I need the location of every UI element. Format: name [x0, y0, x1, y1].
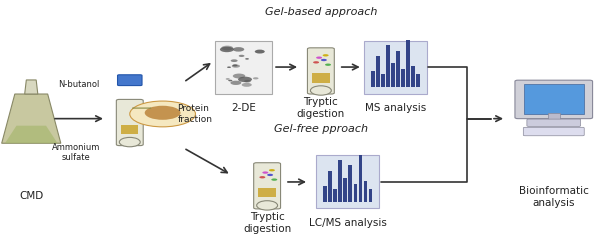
Bar [391, 64, 395, 87]
Bar [396, 50, 400, 87]
Circle shape [238, 77, 252, 82]
Text: LC/MS analysis: LC/MS analysis [309, 218, 386, 228]
Circle shape [130, 101, 196, 127]
FancyBboxPatch shape [307, 48, 334, 94]
Bar [349, 165, 352, 202]
Polygon shape [25, 80, 38, 94]
Text: Gel-free pproach: Gel-free pproach [274, 124, 368, 134]
Circle shape [232, 64, 240, 68]
Text: CMD: CMD [19, 191, 43, 201]
Circle shape [232, 64, 238, 66]
Bar [359, 155, 362, 202]
Circle shape [228, 80, 232, 81]
Circle shape [244, 80, 251, 83]
Text: 2-DE: 2-DE [231, 103, 256, 113]
Polygon shape [5, 126, 58, 143]
Bar [338, 160, 342, 202]
Ellipse shape [257, 201, 278, 210]
Circle shape [259, 176, 265, 178]
Circle shape [230, 81, 241, 85]
FancyBboxPatch shape [515, 80, 593, 119]
Polygon shape [2, 94, 61, 143]
Circle shape [262, 171, 268, 174]
Circle shape [233, 74, 245, 79]
Bar [406, 40, 410, 87]
Circle shape [227, 66, 231, 68]
FancyBboxPatch shape [121, 125, 139, 134]
FancyBboxPatch shape [527, 119, 581, 126]
FancyBboxPatch shape [215, 40, 272, 94]
Circle shape [239, 55, 244, 57]
Circle shape [323, 54, 329, 56]
Bar [368, 189, 372, 202]
Bar [416, 74, 420, 87]
Circle shape [316, 56, 322, 59]
Circle shape [242, 83, 252, 87]
Ellipse shape [119, 137, 140, 147]
Text: Gel-based approach: Gel-based approach [265, 7, 377, 17]
Circle shape [267, 174, 273, 176]
FancyBboxPatch shape [312, 73, 329, 83]
Bar [343, 178, 347, 202]
Bar [401, 69, 405, 87]
Text: N-butanol: N-butanol [58, 80, 100, 89]
Circle shape [233, 47, 244, 52]
Bar [412, 66, 415, 87]
Text: Tryptic
digestion: Tryptic digestion [243, 212, 291, 234]
FancyBboxPatch shape [259, 188, 276, 198]
Bar [353, 183, 357, 202]
Circle shape [313, 61, 319, 64]
Circle shape [271, 178, 277, 181]
Bar [323, 186, 327, 202]
Bar [376, 56, 380, 87]
Circle shape [255, 50, 265, 54]
Circle shape [253, 77, 259, 79]
Circle shape [230, 59, 238, 62]
FancyBboxPatch shape [524, 84, 584, 114]
Circle shape [226, 78, 230, 80]
Circle shape [145, 106, 181, 120]
FancyBboxPatch shape [254, 163, 281, 209]
Circle shape [221, 46, 233, 50]
Bar [381, 74, 385, 87]
Circle shape [269, 169, 275, 171]
Bar [548, 113, 560, 122]
Circle shape [245, 58, 249, 60]
Bar [371, 71, 374, 87]
FancyBboxPatch shape [116, 99, 143, 146]
Bar [334, 189, 337, 202]
Text: Protein
fraction: Protein fraction [178, 104, 212, 124]
FancyBboxPatch shape [364, 40, 427, 94]
Circle shape [220, 47, 234, 52]
Bar [364, 181, 367, 202]
Bar [328, 171, 332, 202]
Text: Ammonium
sulfate: Ammonium sulfate [52, 143, 100, 162]
Text: Tryptic
digestion: Tryptic digestion [297, 97, 345, 119]
Circle shape [321, 59, 327, 61]
Text: MS analysis: MS analysis [365, 103, 426, 113]
Circle shape [325, 64, 331, 66]
Ellipse shape [310, 86, 331, 95]
FancyBboxPatch shape [316, 155, 379, 208]
Text: Bioinformatic
analysis: Bioinformatic analysis [519, 186, 589, 208]
FancyBboxPatch shape [118, 75, 142, 86]
Bar [386, 45, 390, 87]
FancyBboxPatch shape [523, 127, 584, 136]
